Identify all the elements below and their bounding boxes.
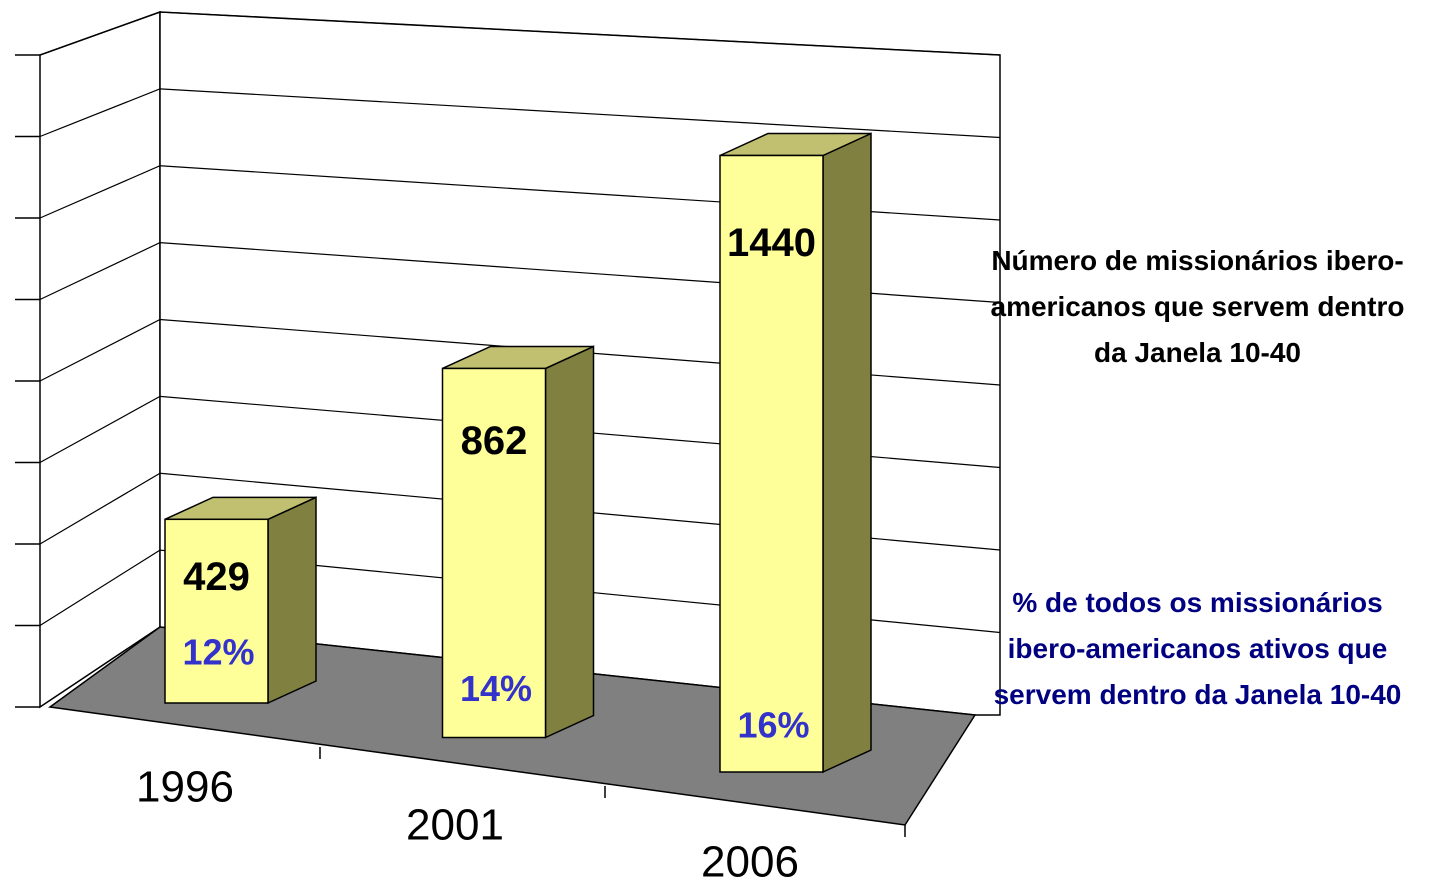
left-wall: [39, 10, 161, 709]
percent-label: 14%: [460, 668, 532, 709]
bars: 429 12% 1996 862 14% 2001 1440 16% 2006: [136, 132, 872, 887]
x-tick-label: 2001: [406, 801, 504, 850]
value-label: 862: [461, 419, 528, 463]
grid-line: [39, 11, 1001, 56]
grid-line: [39, 88, 1001, 139]
bar-side: [544, 345, 595, 739]
bar: [164, 518, 269, 704]
bar-side: [822, 132, 872, 774]
value-label: 1440: [727, 221, 816, 265]
percent-label: 12%: [182, 632, 254, 673]
percent-label: 16%: [737, 705, 809, 746]
bar: [719, 154, 824, 773]
x-tick-label: 2006: [701, 838, 799, 887]
series-label: % de todos os missionários ibero-america…: [993, 587, 1402, 710]
x-tick-label: 1996: [136, 763, 234, 812]
bar-side: [267, 496, 317, 705]
bar: [441, 367, 547, 739]
series-label: Número de missionários ibero-americanos …: [990, 245, 1405, 368]
value-label: 429: [183, 555, 250, 599]
